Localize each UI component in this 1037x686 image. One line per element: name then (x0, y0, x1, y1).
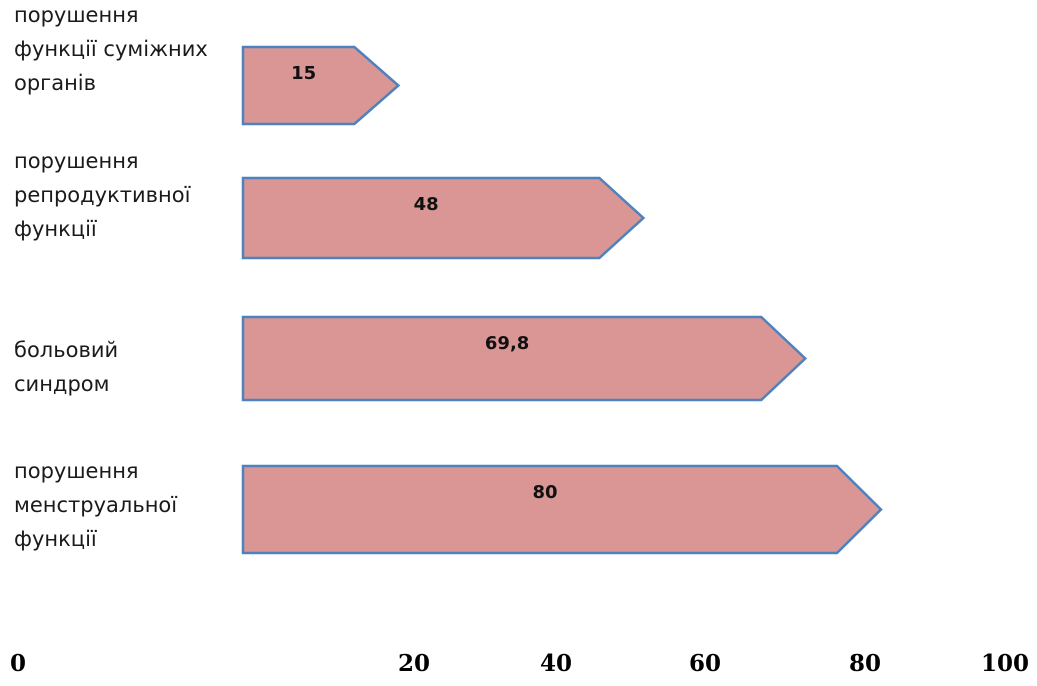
x-tick-label-3: 60 (689, 650, 721, 677)
value-label-0: 15 (291, 63, 316, 84)
category-labels: порушення функції суміжних органів порушенн… (14, 3, 208, 551)
bar-1 (241, 176, 646, 260)
category-label-2: больовий синдром (14, 338, 118, 396)
category-label-0: порушення функції суміжних органів (14, 3, 208, 95)
x-axis-ticks: 0 20 40 60 80 100 (10, 650, 1029, 677)
value-label-2: 69,8 (485, 333, 529, 354)
category-label-3: порушення менструальної функції (14, 459, 177, 551)
x-tick-label-4: 80 (849, 650, 881, 677)
x-tick-label-0: 0 (10, 650, 26, 677)
value-label-3: 80 (532, 482, 557, 503)
x-tick-label-2: 40 (540, 650, 572, 677)
x-tick-label-5: 100 (981, 650, 1029, 677)
bars: 15 48 69,8 80 (241, 45, 883, 555)
x-tick-label-1: 20 (398, 650, 430, 677)
category-label-1: порушення репродуктивної функції (14, 149, 191, 241)
value-label-1: 48 (414, 194, 439, 215)
bar-3 (241, 464, 883, 555)
bar-2 (241, 315, 808, 402)
bar-0 (241, 45, 401, 126)
